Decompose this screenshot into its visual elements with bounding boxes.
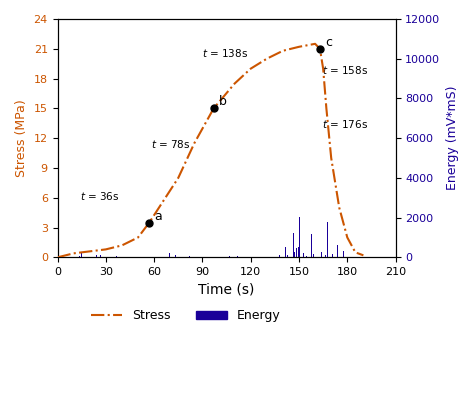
Text: b: b <box>219 95 227 108</box>
Text: $t$ = 158s: $t$ = 158s <box>321 64 368 75</box>
Text: a: a <box>154 210 162 223</box>
Text: $t$ = 78s: $t$ = 78s <box>151 138 191 150</box>
Y-axis label: Stress (MPa): Stress (MPa) <box>15 99 28 177</box>
Text: $t$ = 176s: $t$ = 176s <box>321 118 368 130</box>
Y-axis label: Energy (mV*mS): Energy (mV*mS) <box>446 86 459 190</box>
X-axis label: Time (s): Time (s) <box>199 282 255 297</box>
Text: $t$ = 36s: $t$ = 36s <box>80 190 119 202</box>
Text: c: c <box>325 36 332 49</box>
Text: $t$ = 138s: $t$ = 138s <box>202 47 248 59</box>
Legend: Stress, Energy: Stress, Energy <box>86 304 286 327</box>
